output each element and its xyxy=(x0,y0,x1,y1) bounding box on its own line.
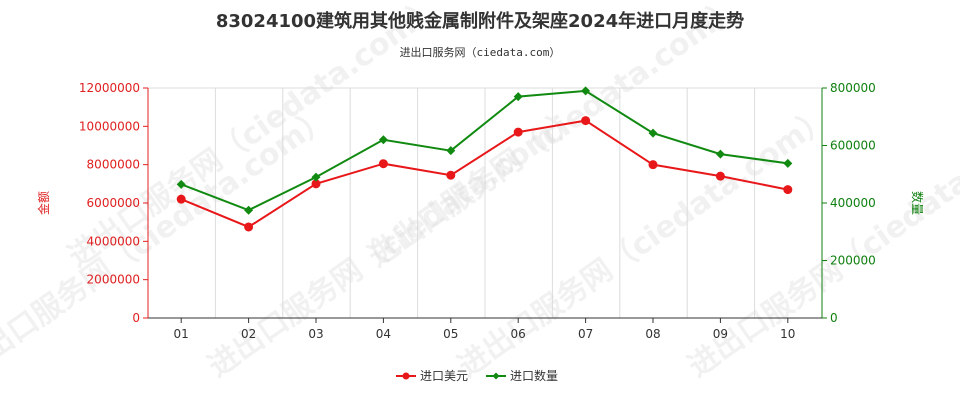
left-tick-label-3: 6000000 xyxy=(87,196,140,210)
point-usd-01 xyxy=(176,194,186,204)
point-qty-09 xyxy=(715,149,725,159)
point-usd-04 xyxy=(378,159,388,169)
series-line-usd xyxy=(180,119,788,229)
left-tick-label-2: 4000000 xyxy=(87,234,140,248)
watermark-0: 进出口服务网（ciedata.com） xyxy=(0,100,337,384)
legend: 进口美元 进口数量 xyxy=(396,368,558,383)
point-qty-02 xyxy=(244,205,254,215)
watermark-5: 进出口服务网（ciedata.com） xyxy=(362,0,747,274)
series-line-qty xyxy=(180,89,788,212)
left-axis-ticks: 0 2000000 4000000 6000000 8000000 10000000 120… xyxy=(79,81,148,325)
legend-label-usd: 进口美元 xyxy=(420,369,468,383)
right-axis-ticks: 0 200000 400000 600000 800000 xyxy=(822,81,876,325)
legend-label-qty: 进口数量 xyxy=(510,368,558,383)
series-layer xyxy=(176,86,793,232)
chart-title: 83024100建筑用其他贱金属制附件及架座2024年进口月度走势 xyxy=(216,10,744,32)
x-tick-label-1: 02 xyxy=(241,327,256,341)
x-tick-label-3: 04 xyxy=(376,327,391,341)
legend-marker-usd xyxy=(402,372,410,380)
right-tick-label-3: 600000 xyxy=(830,139,876,153)
x-tick-label-8: 09 xyxy=(713,327,728,341)
point-qty-10 xyxy=(783,158,793,168)
right-tick-label-0: 0 xyxy=(830,311,838,325)
legend-item-usd[interactable]: 进口美元 xyxy=(396,369,468,383)
point-usd-06 xyxy=(513,127,523,137)
left-tick-label-0: 0 xyxy=(132,311,140,325)
point-usd-10 xyxy=(783,185,793,195)
watermark-3: 进出口服务网（ciedata.com） xyxy=(682,100,960,384)
point-qty-05 xyxy=(446,146,456,156)
left-axis-label: 金额 xyxy=(36,191,51,215)
point-qty-07 xyxy=(581,86,591,96)
point-qty-08 xyxy=(648,128,658,138)
x-axis-ticks: 01 02 03 04 05 06 07 08 09 10 xyxy=(174,318,795,341)
point-usd-07 xyxy=(581,116,591,126)
legend-marker-qty xyxy=(492,372,500,380)
point-qty-04 xyxy=(378,135,388,145)
left-tick-label-1: 2000000 xyxy=(87,273,140,287)
left-tick-label-4: 8000000 xyxy=(87,158,140,172)
x-tick-label-7: 08 xyxy=(645,327,660,341)
point-qty-03 xyxy=(311,172,321,182)
chart-subtitle: 进出口服务网（ciedata.com） xyxy=(400,45,561,59)
point-qty-01 xyxy=(176,179,186,189)
legend-item-qty[interactable]: 进口数量 xyxy=(486,368,558,383)
point-usd-02 xyxy=(244,222,254,232)
point-usd-09 xyxy=(715,171,725,181)
x-tick-label-5: 06 xyxy=(511,327,526,341)
left-tick-label-6: 12000000 xyxy=(79,81,140,95)
right-tick-label-2: 400000 xyxy=(830,196,876,210)
right-tick-label-4: 800000 xyxy=(830,81,876,95)
x-tick-label-4: 05 xyxy=(443,327,458,341)
x-tick-label-9: 10 xyxy=(780,327,795,341)
x-tick-label-0: 01 xyxy=(174,327,189,341)
point-usd-03 xyxy=(311,179,321,189)
right-tick-label-1: 200000 xyxy=(830,254,876,268)
right-axis-label: 数量 xyxy=(910,191,925,215)
x-tick-label-6: 07 xyxy=(578,327,593,341)
point-usd-08 xyxy=(648,160,658,170)
left-tick-label-5: 10000000 xyxy=(79,119,140,133)
point-usd-05 xyxy=(446,170,456,180)
point-qty-06 xyxy=(513,92,523,102)
x-tick-label-2: 03 xyxy=(308,327,323,341)
